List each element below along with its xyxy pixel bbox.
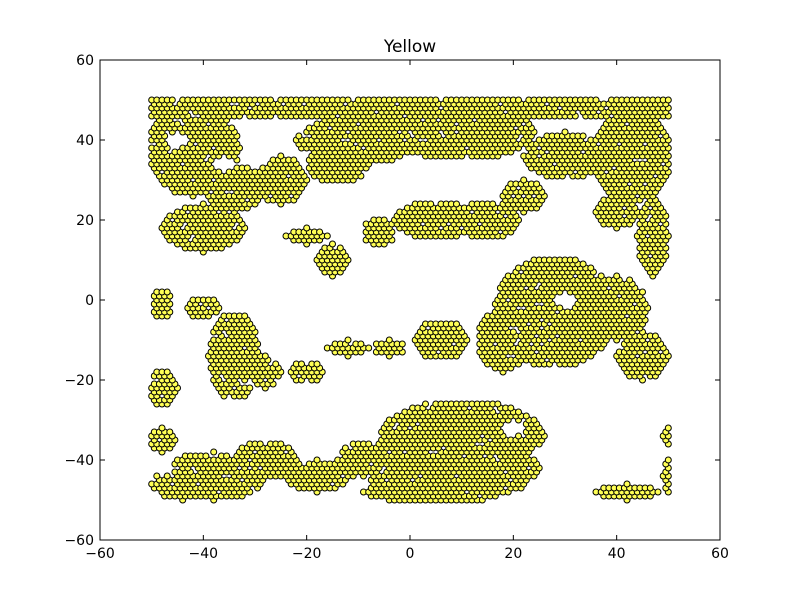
data-point	[515, 432, 522, 440]
data-point	[626, 276, 634, 284]
data-point	[223, 452, 231, 460]
data-point	[664, 96, 672, 104]
data-point	[579, 132, 587, 140]
data-point	[295, 132, 303, 140]
data-point	[646, 484, 654, 492]
data-point	[432, 96, 440, 104]
data-point	[163, 472, 171, 480]
data-point	[664, 456, 672, 464]
chart-title: Yellow	[383, 37, 436, 57]
data-point	[316, 228, 324, 236]
data-point	[623, 480, 631, 488]
y-tick-label: −20	[64, 373, 94, 389]
data-point	[520, 176, 528, 184]
data-point	[313, 456, 321, 464]
y-tick-label: 20	[76, 213, 94, 229]
data-point	[313, 360, 321, 368]
data-point	[215, 168, 223, 176]
data-point	[344, 96, 352, 104]
data-point	[241, 312, 249, 320]
x-tick-label: −20	[292, 546, 322, 562]
data-point	[639, 288, 646, 296]
data-point	[507, 404, 515, 412]
data-point	[290, 156, 298, 164]
data-point	[174, 120, 181, 128]
x-tick-label: 20	[504, 546, 522, 562]
data-point	[210, 448, 218, 456]
data-point	[303, 224, 311, 232]
data-point	[336, 244, 344, 252]
data-point	[329, 240, 336, 248]
data-point	[422, 400, 429, 408]
data-point	[277, 440, 285, 448]
data-point	[246, 384, 254, 392]
data-point	[202, 452, 210, 460]
data-point	[380, 216, 388, 224]
data-point	[489, 200, 497, 208]
data-point	[365, 440, 373, 448]
y-tick-label: −40	[64, 453, 94, 469]
data-point	[243, 164, 251, 172]
data-point	[654, 488, 662, 496]
data-point	[365, 344, 373, 352]
data-point	[285, 444, 293, 452]
data-point	[272, 360, 280, 368]
x-tick-label: 40	[608, 546, 626, 562]
y-tick-label: −60	[64, 533, 94, 549]
data-point	[261, 352, 269, 360]
data-point	[427, 200, 435, 208]
data-point	[592, 96, 600, 104]
data-point	[613, 272, 621, 280]
y-tick-label: 0	[85, 293, 94, 309]
data-point	[166, 428, 174, 436]
data-point	[561, 128, 569, 136]
data-point	[515, 408, 522, 416]
data-point	[168, 96, 176, 104]
x-tick-label: 60	[711, 546, 729, 562]
data-point	[163, 288, 171, 296]
data-point	[664, 424, 672, 432]
data-point	[267, 96, 274, 104]
data-point	[357, 340, 365, 348]
data-point	[210, 296, 218, 304]
data-point	[509, 328, 517, 336]
y-tick-label: 60	[76, 53, 94, 69]
data-point	[228, 124, 236, 132]
data-point	[597, 272, 605, 280]
data-point	[256, 440, 264, 448]
data-point	[398, 340, 406, 348]
data-point	[453, 320, 460, 328]
data-point	[530, 416, 538, 424]
data-point	[385, 336, 393, 344]
data-point	[533, 180, 541, 188]
data-point	[494, 400, 502, 408]
data-point	[587, 264, 595, 272]
data-point	[571, 256, 579, 264]
x-tick-label: −40	[189, 546, 219, 562]
data-point	[298, 360, 305, 368]
data-point	[522, 412, 530, 420]
data-points	[148, 96, 672, 504]
data-point	[323, 232, 331, 240]
data-point	[158, 424, 166, 432]
y-tick-label: 40	[76, 133, 94, 149]
data-point	[344, 336, 352, 344]
x-tick-label: 0	[406, 546, 415, 562]
data-point	[515, 96, 522, 104]
data-point	[530, 456, 538, 464]
data-point	[579, 260, 587, 268]
data-point	[163, 368, 171, 376]
data-point	[277, 152, 285, 160]
data-point	[453, 200, 460, 208]
data-point	[556, 304, 564, 312]
data-point	[199, 200, 207, 208]
data-point	[153, 472, 161, 480]
data-point	[651, 332, 659, 340]
data-point	[341, 444, 349, 452]
